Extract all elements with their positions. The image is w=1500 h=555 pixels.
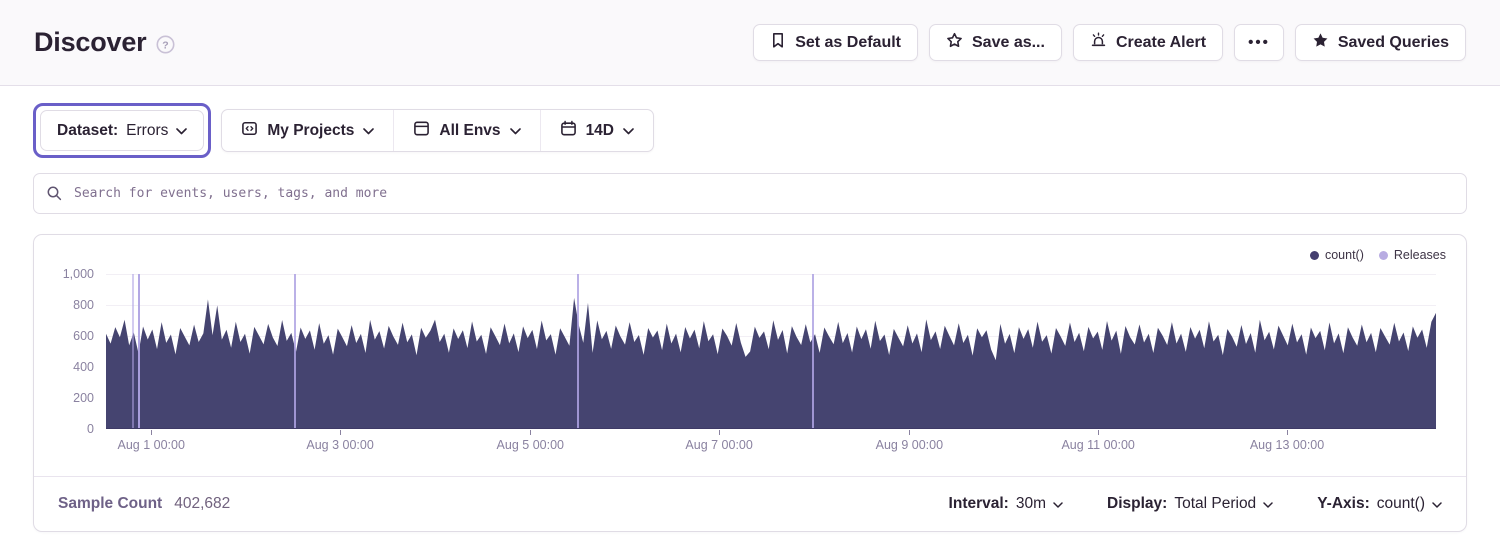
y-tick-label: 800: [73, 298, 94, 312]
x-tick-label: Aug 9 00:00: [875, 438, 944, 452]
x-tick-label: Aug 1 00:00: [117, 438, 185, 452]
y-tick-label: 1,000: [62, 267, 94, 281]
project-icon: [241, 120, 258, 142]
dataset-value: Errors: [126, 121, 169, 139]
area-chart-plot[interactable]: [106, 274, 1436, 429]
filter-bar: Dataset: Errors My Projects All Envs 14D: [33, 103, 1467, 158]
x-tick-label: Aug 13 00:00: [1249, 438, 1325, 452]
x-tick-mark: [909, 430, 911, 435]
legend-label: Releases: [1393, 248, 1446, 262]
header-actions: Set as Default Save as... Create Alert •…: [753, 24, 1466, 61]
date-range-selector[interactable]: 14D: [539, 110, 653, 151]
chart-footer: Sample Count 402,682 Interval: 30m Displ…: [34, 476, 1466, 531]
ellipsis-icon: •••: [1248, 34, 1270, 51]
legend-label: count(): [1324, 248, 1364, 262]
legend-dot: [1378, 250, 1388, 260]
page-filter-bar: My Projects All Envs 14D: [221, 109, 654, 152]
star-filled-icon: [1312, 32, 1329, 54]
gridline: [106, 274, 1436, 275]
chevron-down-icon: [1263, 502, 1273, 508]
legend-item[interactable]: count(): [1309, 248, 1364, 262]
dataset-label: Dataset:: [57, 121, 119, 139]
search-input[interactable]: [33, 173, 1467, 214]
dataset-selector[interactable]: Dataset: Errors: [40, 110, 205, 151]
bookmark-icon: [770, 32, 786, 54]
area-series: [106, 297, 1436, 428]
chevron-down-icon: [1053, 502, 1063, 508]
set-as-default-button[interactable]: Set as Default: [753, 24, 918, 61]
search-icon: [46, 185, 63, 207]
x-tick-mark: [530, 430, 532, 435]
legend-item[interactable]: Releases: [1378, 248, 1446, 262]
chevron-down-icon: [623, 128, 634, 135]
release-line[interactable]: [812, 274, 815, 428]
display-selector[interactable]: Display: Total Period: [1107, 495, 1273, 513]
y-tick-label: 400: [73, 360, 94, 374]
x-tick-mark: [340, 430, 342, 435]
page-title: Discover: [34, 27, 147, 57]
environment-selector[interactable]: All Envs: [393, 110, 539, 151]
svg-text:?: ?: [163, 39, 169, 51]
interval-selector[interactable]: Interval: 30m: [949, 495, 1063, 513]
x-tick-mark: [1098, 430, 1100, 435]
more-actions-button[interactable]: •••: [1234, 24, 1284, 61]
dataset-highlight-box: Dataset: Errors: [33, 103, 212, 158]
x-tick-mark: [1287, 430, 1289, 435]
gridline: [106, 305, 1436, 306]
y-tick-label: 0: [87, 422, 94, 436]
area-polygon: [106, 297, 1436, 428]
page-header: Discover ? Set as Default Save as... Cre…: [0, 0, 1500, 86]
legend-dot: [1309, 250, 1319, 260]
chart-legend: count() Releases: [1309, 248, 1446, 262]
x-tick-label: Aug 11 00:00: [1061, 438, 1135, 452]
create-alert-button[interactable]: Create Alert: [1072, 24, 1224, 61]
project-selector[interactable]: My Projects: [222, 110, 393, 151]
chevron-down-icon: [509, 128, 521, 135]
help-icon[interactable]: ?: [156, 35, 175, 54]
release-line[interactable]: [137, 274, 140, 428]
sample-count: Sample Count 402,682: [58, 495, 230, 513]
x-tick-label: Aug 5 00:00: [496, 438, 564, 452]
save-as-button[interactable]: Save as...: [929, 24, 1062, 61]
window-icon: [413, 120, 430, 142]
y-tick-label: 600: [73, 329, 94, 343]
siren-icon: [1090, 32, 1107, 54]
x-axis-labels: Aug 1 00:00 Aug 3 00:00 Aug 5 00:00 Aug 7 0…: [106, 438, 1436, 458]
x-tick-mark: [719, 430, 721, 435]
y-axis-labels: 0 200 400 600 800 1,000: [34, 267, 94, 436]
x-tick-label: Aug 7 00:00: [685, 438, 753, 452]
sample-count-label: Sample Count: [58, 495, 163, 512]
chevron-down-icon: [363, 128, 375, 135]
release-line[interactable]: [576, 274, 579, 428]
chart-section: count() Releases 0 200 400 600 800 1,000 Aug 1…: [34, 235, 1466, 476]
release-line[interactable]: [131, 274, 134, 428]
chevron-down-icon: [176, 128, 188, 135]
chevron-down-icon: [1432, 502, 1442, 508]
y-tick-label: 200: [73, 391, 94, 405]
x-tick-mark: [151, 430, 153, 435]
yaxis-selector[interactable]: Y-Axis: count(): [1317, 495, 1442, 513]
sample-count-value: 402,682: [174, 495, 231, 512]
star-outline-icon: [946, 32, 963, 54]
chart-panel: count() Releases 0 200 400 600 800 1,000 Aug 1…: [33, 234, 1467, 532]
search-bar: [33, 173, 1467, 214]
calendar-icon: [560, 120, 577, 142]
release-line[interactable]: [293, 274, 296, 428]
saved-queries-button[interactable]: Saved Queries: [1294, 24, 1466, 61]
x-tick-label: Aug 3 00:00: [306, 438, 374, 452]
